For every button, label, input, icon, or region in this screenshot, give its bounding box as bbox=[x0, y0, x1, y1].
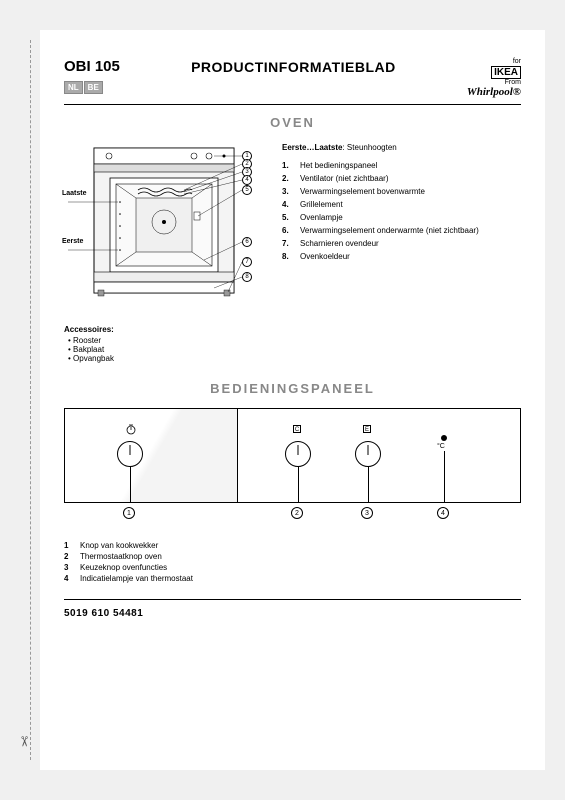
oven-legend-intro-rest: : Steunhoogten bbox=[342, 143, 396, 152]
panel-section: C E °C 1 2 3 4 1Knop van kookwekker 2The… bbox=[64, 408, 521, 584]
scissor-icon: ✂ bbox=[15, 736, 32, 748]
oven-legend: Eerste…Laatste: Steunhoogten 1.Het bedie… bbox=[282, 142, 521, 307]
panel-callout-2: 2 bbox=[291, 507, 303, 519]
oven-legend-item: 5.Ovenlampje bbox=[282, 212, 521, 224]
accessories: Accessoires: Rooster Bakplaat Opvangbak bbox=[64, 325, 521, 363]
indicator-lamp-icon bbox=[441, 435, 447, 441]
oven-section: Laatste Eerste 1 2 3 4 5 6 7 8 Eerste…La… bbox=[64, 142, 521, 307]
oven-legend-item: 3.Verwarmingselement bovenwarmte bbox=[282, 186, 521, 198]
accessories-item: Opvangbak bbox=[68, 354, 521, 363]
oven-legend-intro-bold: Eerste…Laatste bbox=[282, 143, 342, 152]
oven-legend-item: 2.Ventilator (niet zichtbaar) bbox=[282, 173, 521, 185]
section-title-panel: BEDIENINGSPANEEL bbox=[64, 381, 521, 396]
header-rule bbox=[64, 104, 521, 105]
panel-callout-4: 4 bbox=[437, 507, 449, 519]
panel-diagram: C E °C bbox=[64, 408, 521, 503]
oven-legend-item: 8.Ovenkoeldeur bbox=[282, 251, 521, 263]
panel-legend-item: 3Keuzeknop ovenfuncties bbox=[64, 563, 521, 574]
cut-line bbox=[30, 40, 31, 760]
panel-callout-3: 3 bbox=[361, 507, 373, 519]
brand-block: for IKEA From Whirlpool® bbox=[467, 58, 521, 98]
oven-legend-item: 6.Verwarmingselement onderwarmte (niet z… bbox=[282, 225, 521, 237]
brand-from: From bbox=[467, 79, 521, 87]
temp-label: °C bbox=[437, 443, 445, 450]
panel-legend-item: 1Knop van kookwekker bbox=[64, 541, 521, 552]
country-tags: NLBE bbox=[64, 77, 120, 95]
panel-knob-2 bbox=[285, 441, 311, 467]
page: OBI 105 NLBE PRODUCTINFORMATIEBLAD for I… bbox=[40, 30, 545, 770]
oven-diagram: Laatste Eerste 1 2 3 4 5 6 7 8 bbox=[64, 142, 264, 307]
accessories-item: Rooster bbox=[68, 336, 521, 345]
panel-legend: 1Knop van kookwekker 2Thermostaatknop ov… bbox=[64, 541, 521, 584]
panel-icon-e: E bbox=[363, 425, 371, 433]
accessories-title: Accessoires: bbox=[64, 325, 521, 334]
panel-legend-item: 2Thermostaatknop oven bbox=[64, 552, 521, 563]
panel-left-area bbox=[65, 409, 238, 502]
panel-icon-c: C bbox=[293, 425, 301, 433]
oven-legend-list: 1.Het bedieningspaneel 2.Ventilator (nie… bbox=[282, 160, 521, 263]
panel-lead-3 bbox=[368, 467, 369, 502]
panel-legend-item: 4Indicatielampje van thermostaat bbox=[64, 574, 521, 585]
oven-label-eerste: Eerste bbox=[62, 238, 83, 245]
header: OBI 105 NLBE PRODUCTINFORMATIEBLAD for I… bbox=[64, 58, 521, 98]
model-number: OBI 105 bbox=[64, 58, 120, 75]
brand-ikea: IKEA bbox=[491, 66, 521, 79]
panel-callouts: 1 2 3 4 bbox=[64, 511, 521, 525]
panel-knob-3 bbox=[355, 441, 381, 467]
oven-legend-item: 1.Het bedieningspaneel bbox=[282, 160, 521, 172]
country-tag-be: BE bbox=[84, 81, 103, 94]
accessories-item: Bakplaat bbox=[68, 345, 521, 354]
brand-whirlpool: Whirlpool® bbox=[467, 86, 521, 98]
country-tag-nl: NL bbox=[64, 81, 83, 94]
timer-icon bbox=[125, 423, 137, 435]
oven-legend-item: 4.Grillelement bbox=[282, 199, 521, 211]
panel-lead-1 bbox=[130, 467, 131, 502]
model-block: OBI 105 NLBE bbox=[64, 58, 120, 95]
footer-code: 5019 610 54481 bbox=[64, 608, 521, 619]
panel-callout-1: 1 bbox=[123, 507, 135, 519]
page-title: PRODUCTINFORMATIEBLAD bbox=[191, 59, 396, 75]
accessories-list: Rooster Bakplaat Opvangbak bbox=[64, 336, 521, 363]
panel-lead-4 bbox=[444, 451, 445, 502]
section-title-oven: OVEN bbox=[64, 115, 521, 130]
brand-for: for bbox=[467, 58, 521, 66]
footer-rule bbox=[64, 599, 521, 600]
panel-lead-2 bbox=[298, 467, 299, 502]
oven-legend-intro: Eerste…Laatste: Steunhoogten bbox=[282, 142, 521, 154]
oven-label-laatste: Laatste bbox=[62, 190, 87, 197]
oven-legend-item: 7.Scharnieren ovendeur bbox=[282, 238, 521, 250]
